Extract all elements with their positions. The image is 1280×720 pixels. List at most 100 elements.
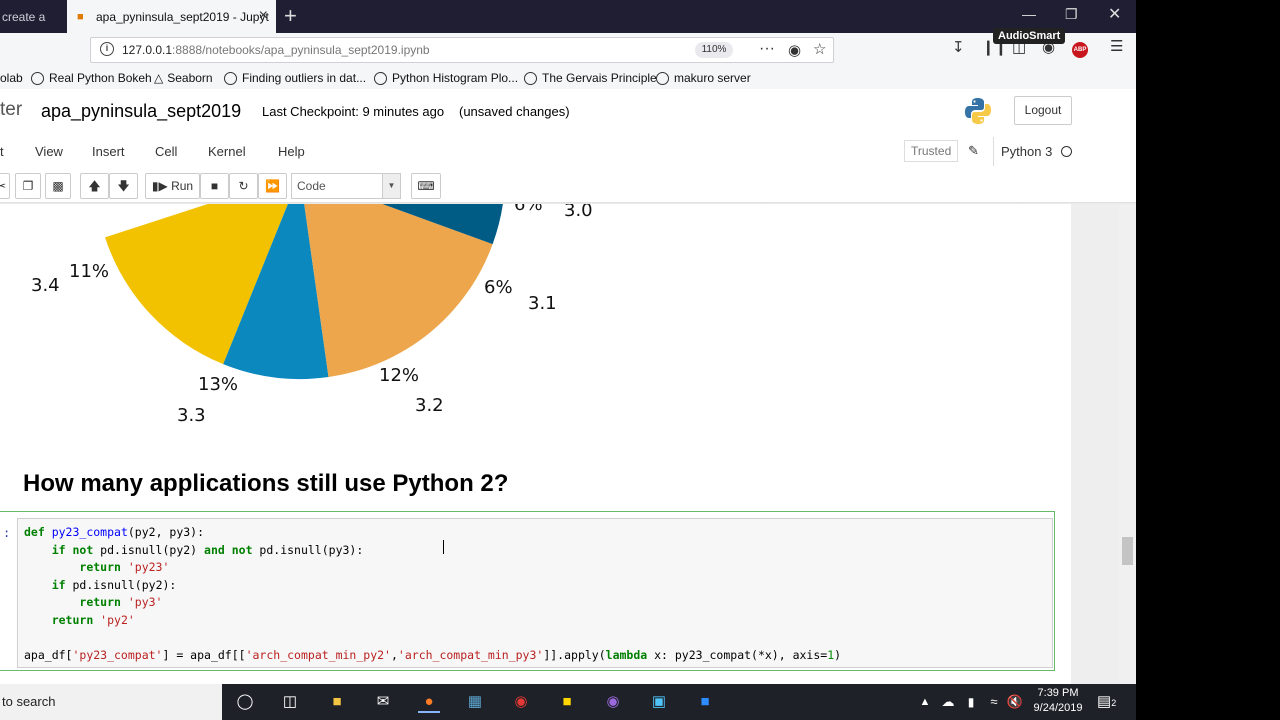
zoom-level[interactable]: 110%: [695, 42, 733, 58]
url-text[interactable]: 127.0.0.1:8888/notebooks/apa_pyninsula_s…: [122, 43, 430, 57]
page-actions-icon[interactable]: ···: [759, 40, 775, 57]
file-explorer-icon[interactable]: ■: [332, 693, 342, 710]
hamburger-menu-icon[interactable]: ☰: [1110, 38, 1124, 55]
bookmark-seaborn[interactable]: △ Seaborn: [154, 71, 213, 85]
notebook-name[interactable]: apa_pyninsula_sept2019: [41, 101, 242, 121]
restart-run-all-button[interactable]: ⏩: [258, 173, 287, 199]
cut-cells-button[interactable]: ✂: [0, 173, 10, 199]
task-view-icon[interactable]: ◫: [282, 693, 298, 710]
bookmark-gervais-principle[interactable]: The Gervais Principle: [524, 71, 657, 85]
menu-view[interactable]: View: [35, 144, 63, 159]
app-icon-blue[interactable]: ▣: [651, 693, 667, 710]
code-line[interactable]: def py23_compat(py2, py3):: [24, 525, 204, 539]
slice-label-3-2: 3.2: [415, 395, 444, 416]
app-icon-purple[interactable]: ◉: [606, 693, 620, 710]
bookmark-finding-outliers[interactable]: Finding outliers in dat...: [224, 71, 366, 85]
jupyter-logo[interactable]: ter: [0, 99, 23, 120]
bookmark-real-python-bokeh[interactable]: Real Python Bokeh: [31, 71, 152, 85]
firefox-icon[interactable]: ●: [418, 691, 440, 713]
slice-label-3-1: 3.1: [528, 293, 557, 314]
bookmarks-bar: olab Real Python Bokeh △ Seaborn Finding …: [0, 67, 1136, 89]
interrupt-button[interactable]: ■: [200, 173, 229, 199]
code-token: [24, 543, 52, 557]
code-editor[interactable]: def py23_compat(py2, py3): if not pd.isn…: [17, 518, 1053, 668]
slice-label-3-3: 3.3: [177, 405, 206, 426]
code-token: 'arch_compat_min_py3': [397, 647, 544, 662]
taskbar-clock[interactable]: 7:39 PM 9/24/2019: [1030, 686, 1086, 716]
move-up-button[interactable]: 🡅: [80, 173, 109, 199]
run-button[interactable]: ▮▶ Run: [145, 173, 200, 199]
code-token: apa_df[: [24, 647, 73, 662]
code-token: ,: [390, 647, 398, 662]
code-line[interactable]: return 'py2': [24, 613, 135, 627]
sticky-notes-icon[interactable]: ■: [562, 693, 572, 710]
close-window-icon[interactable]: ✕: [1108, 6, 1122, 23]
menu-insert[interactable]: Insert: [92, 144, 125, 159]
volume-muted-icon[interactable]: 🔇: [1006, 694, 1024, 709]
bookmark-star-icon[interactable]: ☆: [813, 41, 827, 58]
menu-help[interactable]: Help: [278, 144, 305, 159]
close-tab-icon[interactable]: ×: [258, 7, 268, 24]
markdown-heading[interactable]: How many applications still use Python 2…: [23, 470, 509, 497]
code-line[interactable]: return 'py3': [24, 595, 162, 609]
code-token: if not: [51, 542, 101, 557]
chrome-icon[interactable]: ◉: [514, 693, 528, 710]
pocket-icon[interactable]: ◉: [788, 42, 802, 59]
browser-tab-0[interactable]: create a: [0, 0, 66, 33]
menu-edit[interactable]: t: [0, 144, 4, 159]
code-token: ): [834, 647, 842, 662]
taskbar-search[interactable]: to search: [0, 684, 222, 720]
bookmark-label: Python Histogram Plo...: [392, 71, 519, 85]
copy-cells-button[interactable]: ❐: [15, 173, 41, 199]
move-down-button[interactable]: 🡇: [109, 173, 138, 199]
trusted-indicator[interactable]: Trusted: [904, 140, 959, 162]
code-token: 'py23_compat': [72, 647, 163, 662]
command-palette-button[interactable]: ⌨: [411, 173, 441, 199]
code-token: 'py2': [100, 612, 135, 627]
restart-button[interactable]: ↻: [229, 173, 258, 199]
minimize-icon[interactable]: —: [1022, 6, 1036, 22]
paste-cells-button[interactable]: ▩: [45, 173, 71, 199]
download-icon[interactable]: ↧: [952, 39, 965, 56]
adblock-icon[interactable]: ABP: [1072, 42, 1088, 58]
new-tab-button[interactable]: +: [284, 3, 297, 28]
onedrive-icon[interactable]: ☁: [941, 694, 955, 709]
scrollbar-thumb[interactable]: [1122, 537, 1133, 565]
tray-chevron-up-icon[interactable]: ▲: [919, 696, 931, 708]
browser-tab-active[interactable]: ■ apa_pyninsula_sept2019 - Jupyt ×: [67, 0, 276, 33]
menu-cell[interactable]: Cell: [155, 144, 178, 159]
wifi-icon[interactable]: ≈: [990, 694, 998, 709]
bookmark-python-histogram[interactable]: Python Histogram Plo...: [374, 71, 518, 85]
bookmark-label: makuro server: [674, 71, 751, 85]
code-line[interactable]: apa_df['py23_compat'] = apa_df[[ 'arch_co…: [24, 648, 841, 662]
site-info-icon[interactable]: i: [100, 42, 114, 56]
seaborn-icon: △: [154, 71, 164, 85]
code-token: [24, 560, 79, 574]
clock-date: 9/24/2019: [1033, 702, 1083, 714]
zoom-app-icon[interactable]: ■: [700, 693, 710, 710]
tab-label: apa_pyninsula_sept2019 - Jupyt: [96, 9, 269, 24]
logout-button[interactable]: Logout: [1014, 96, 1072, 125]
menu-kernel[interactable]: Kernel: [208, 144, 246, 159]
restore-icon[interactable]: ❐: [1065, 6, 1078, 22]
code-token: ] = apa_df[[: [162, 647, 246, 662]
code-line[interactable]: if pd.isnull(py2):: [24, 577, 177, 592]
code-line[interactable]: if not pd.isnull(py2) and not pd.isnull(…: [24, 542, 364, 557]
globe-icon: [656, 71, 669, 85]
cell-type-select[interactable]: Code ▼: [291, 173, 401, 199]
mail-icon[interactable]: ✉: [376, 693, 390, 710]
code-line[interactable]: return 'py23': [24, 560, 169, 574]
bookmark-colab[interactable]: olab: [0, 71, 23, 85]
audiosmart-badge[interactable]: AudioSmart: [993, 28, 1066, 44]
code-cell[interactable]: : def py23_compat(py2, py3): if not pd.i…: [0, 511, 1055, 671]
address-bar[interactable]: i 127.0.0.1:8888/notebooks/apa_pyninsula…: [90, 37, 834, 63]
action-center-icon[interactable]: ▤2: [1097, 693, 1117, 710]
bookmark-makuro-server[interactable]: makuro server: [656, 71, 751, 85]
cortana-icon[interactable]: ◯: [236, 693, 254, 710]
code-token: if: [51, 577, 73, 592]
globe-icon: [374, 71, 387, 85]
python-app-icon[interactable]: ▦: [467, 693, 483, 710]
slice-pct-3-1: 6%: [484, 277, 513, 298]
battery-icon[interactable]: ▮: [967, 695, 975, 709]
page-scrollbar[interactable]: [1119, 204, 1136, 684]
